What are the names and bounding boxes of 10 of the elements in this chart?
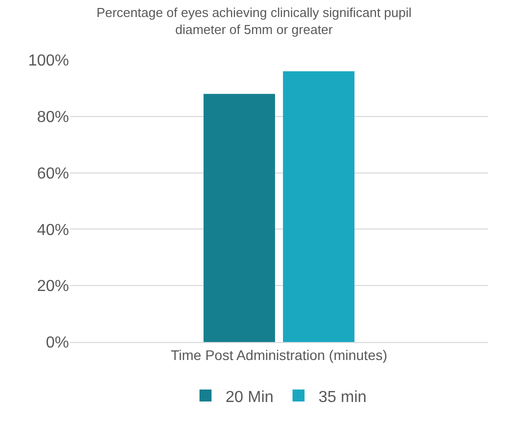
legend-label: 20 Min: [226, 388, 274, 406]
y-tick-label: 60%: [36, 165, 69, 182]
y-tick-label: 40%: [36, 222, 69, 239]
y-tick-label: 20%: [36, 278, 69, 296]
y-tick-label: 0%: [46, 334, 69, 352]
y-tick-label: 100%: [28, 52, 69, 70]
chart-title: Percentage of eyes achieving clinically significant pupil diameter of 5mm or greater: [96, 5, 412, 37]
x-tick-label: Time Post Administration (minutes): [170, 346, 388, 363]
y-tick-label: 80%: [36, 109, 69, 126]
legend-label: 35 min: [318, 388, 367, 406]
